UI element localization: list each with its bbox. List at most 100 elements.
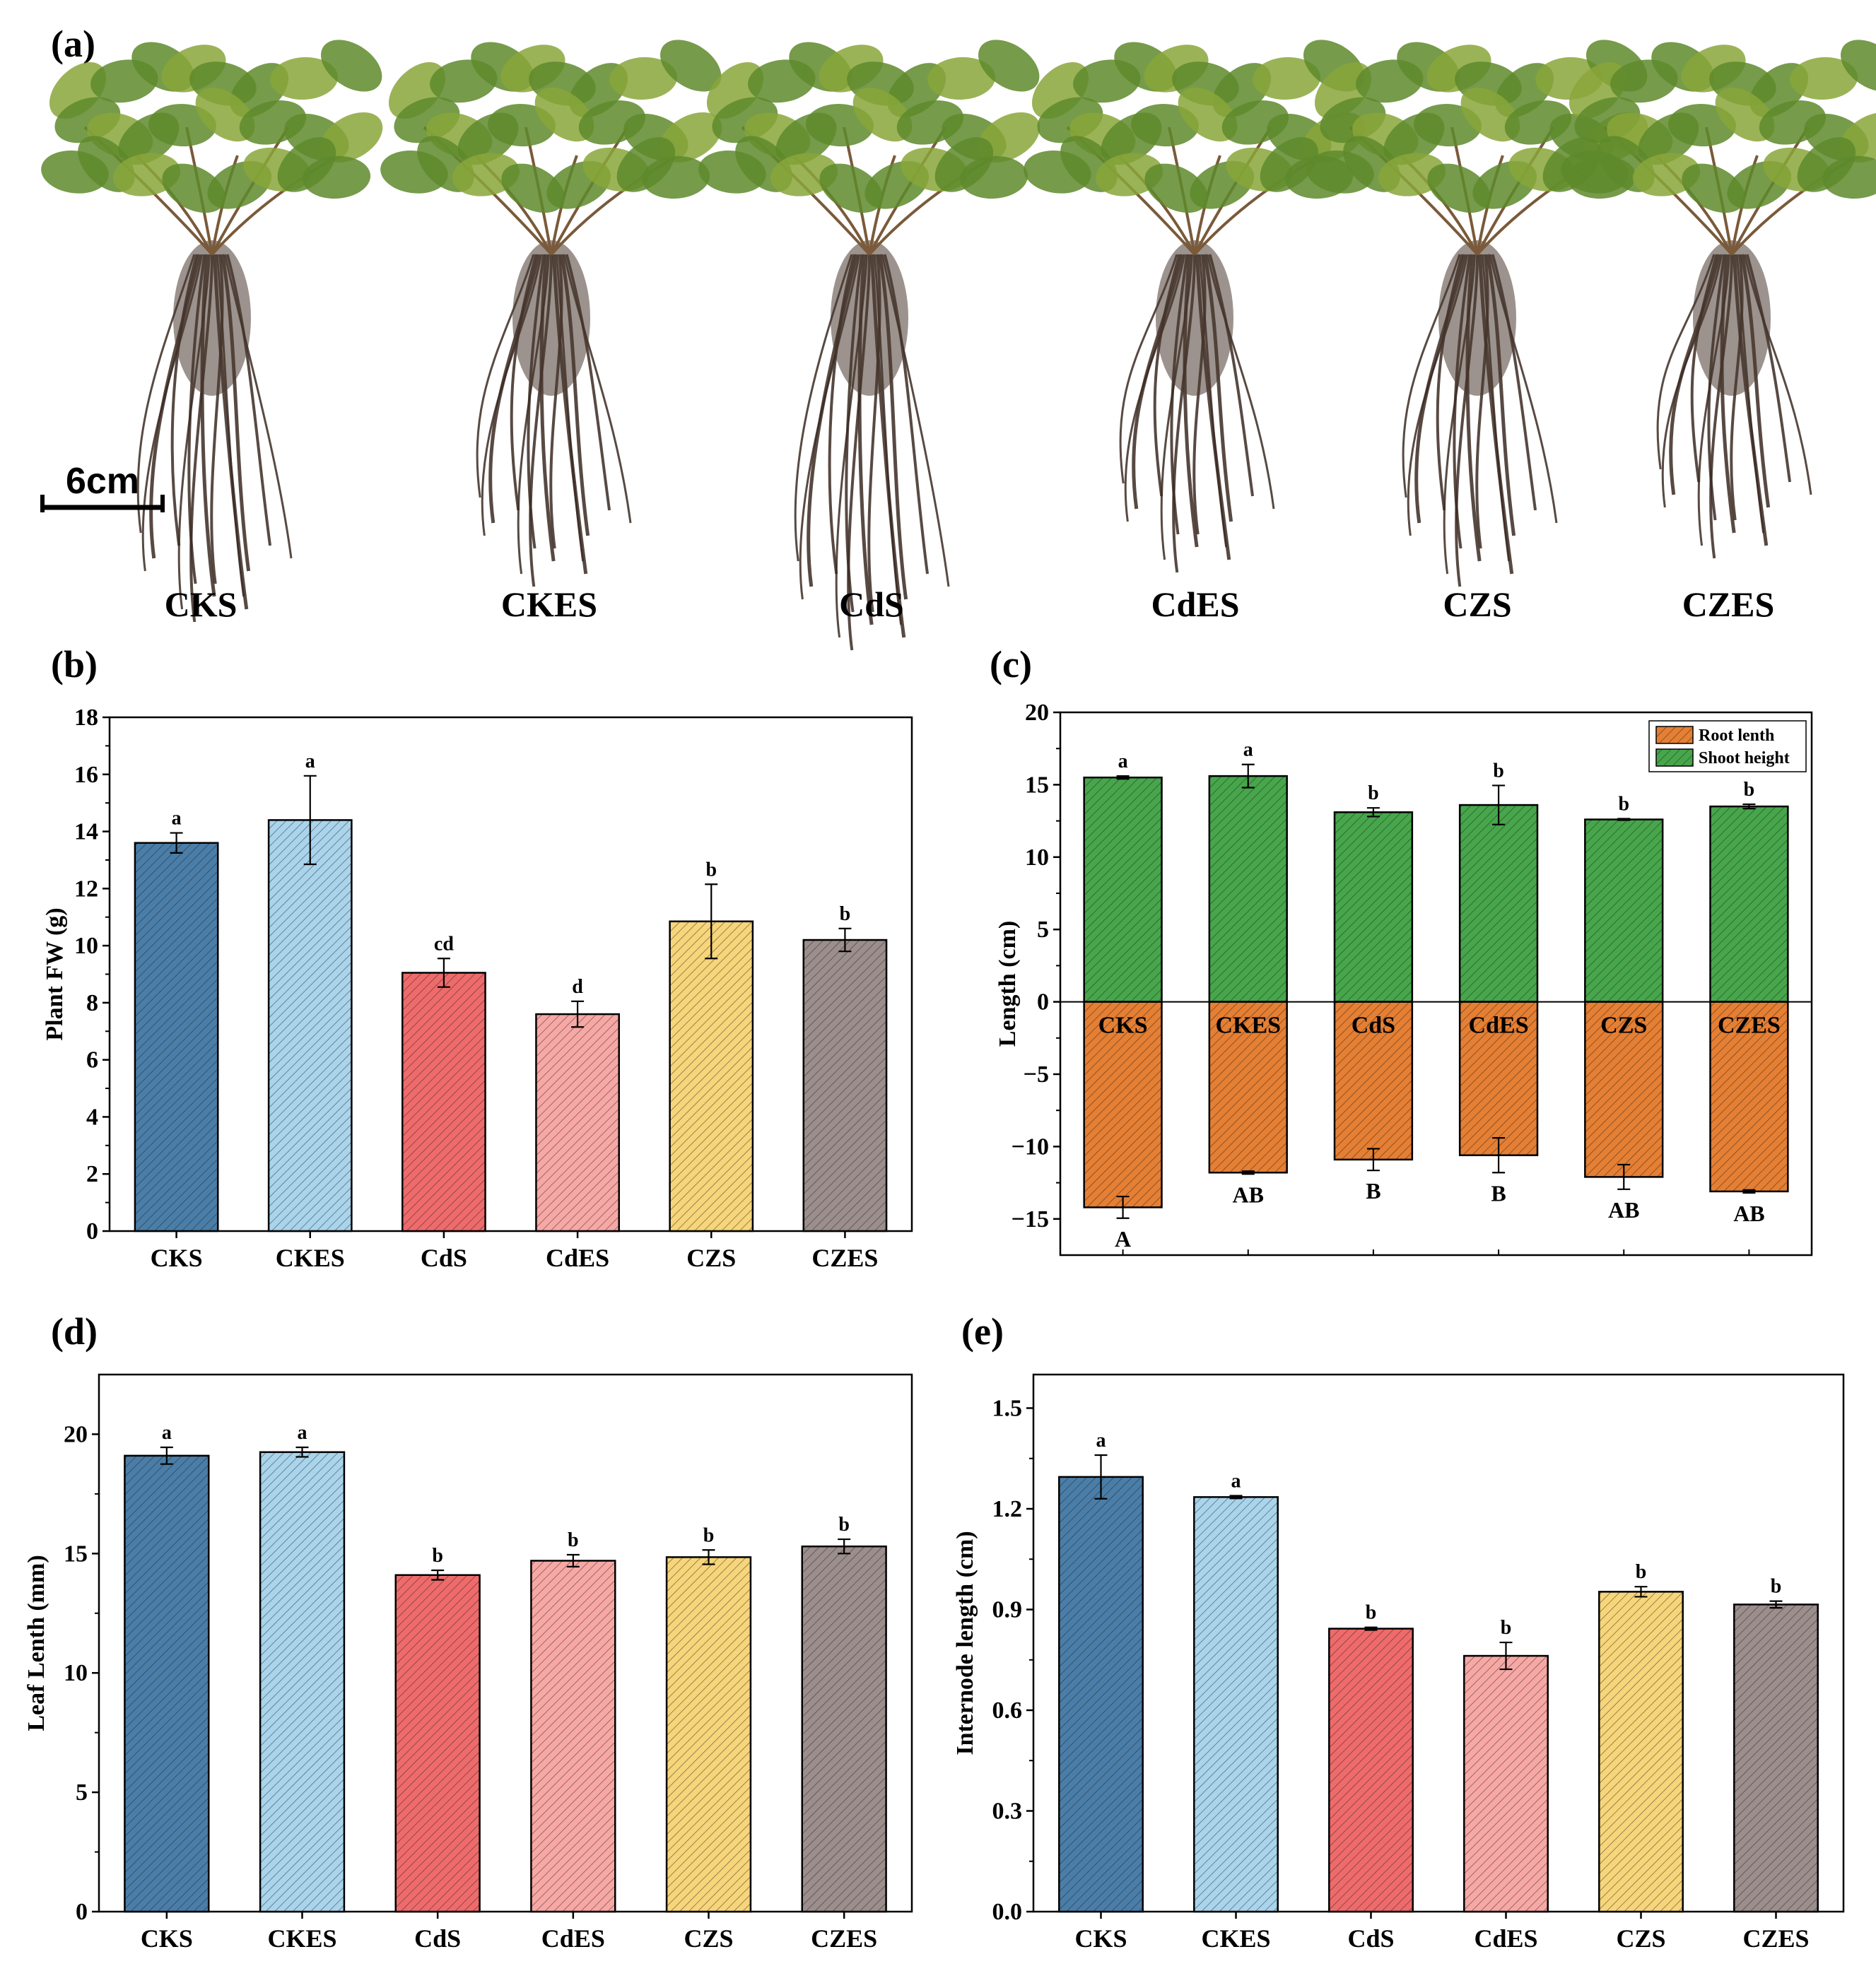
sig-letter-main-CdS: b [432,1545,443,1567]
bar-hatch-main-CdES [1463,1654,1549,1913]
photo-label-CKS: CKS [165,584,238,624]
photo-label-CZS: CZS [1443,584,1511,624]
bar-hatch-main-CdES [535,1013,620,1232]
plant-photo-CKES [380,40,722,587]
y-tick-label: −15 [1012,1206,1049,1232]
plant-leaf-cluster [659,112,722,163]
bar-hatch-main-CKES [259,1451,346,1913]
plant-leaf-cluster [319,112,383,163]
x-category-label-CdS: CdS [1352,1013,1395,1039]
y-tick-label: 1.2 [992,1496,1023,1522]
x-category-label-CKES: CKES [267,1924,336,1953]
x-category-label-CZS: CZS [686,1244,736,1272]
photo-category-labels: CKS CKES CdS CdES CZS CZES [165,584,1775,624]
scale-bar-label: 6cm [66,461,139,502]
x-category-label-CKES: CKES [1201,1924,1270,1953]
y-tick-label: 8 [86,990,98,1016]
y-tick-label: 6 [86,1047,98,1073]
sig-letter-root-CdES: B [1491,1180,1506,1206]
chart-e-internode-length: 0.0 0.3 0.6 0.9 1.2 1.5 Internode length (cm) a… [952,1373,1845,1953]
plant-photo-CKS [41,40,383,623]
sig-letter-main-CdS: b [1366,1602,1377,1624]
x-category-label-CdES: CdES [1469,1013,1529,1039]
chart-c-length: −15 −10 −5 0 5 10 15 20 Length (cm) a a b b b b A AB B B AB… [995,700,1813,1257]
bar-hatch-main-CKES [1193,1496,1279,1913]
plant-photo-CdS [698,40,1040,651]
plant-leaf-cluster [321,40,382,92]
plant-root-mass [1693,240,1771,396]
y-tick-label: 10 [1025,845,1049,871]
x-category-label-CKS: CKS [151,1244,203,1272]
x-category-label-CKS: CKS [1098,1013,1148,1039]
plant-leaf-cluster [642,155,710,199]
y-tick-label: 20 [64,1421,88,1447]
y-tick-label: 18 [74,705,98,731]
photo-label-CKES: CKES [501,584,597,624]
sig-letter-shoot-CKS: a [1118,751,1128,772]
x-category-label-CZS: CZS [684,1924,733,1953]
sig-letter-main-CdES: d [572,976,583,998]
sig-letter-shoot-CZS: b [1618,794,1629,816]
sig-letter-shoot-CKES: a [1243,739,1253,761]
sig-letter-main-CZS: b [1636,1561,1647,1583]
y-tick-label: 10 [64,1660,88,1686]
sig-letter-root-CdS: B [1366,1178,1380,1204]
legend-swatch-hatch [1656,749,1693,766]
sig-letter-root-CZS: AB [1608,1197,1639,1223]
bar-hatch-main-CKS [1058,1476,1144,1913]
y-tick-label: 16 [74,762,98,788]
sig-letter-main-CZS: b [705,859,717,881]
y-tick-label: 5 [1037,917,1049,943]
bar-hatch-shoot-CKES [1208,775,1288,1003]
y-tick-label: 10 [74,933,98,959]
y-tick-label: 12 [74,876,98,902]
x-category-label-CZS: CZS [1616,1924,1665,1953]
y-tick-label: 4 [86,1104,98,1130]
x-category-label-CdES: CdES [1474,1924,1537,1953]
y-tick-label: 15 [64,1541,88,1567]
plant-root-mass [173,240,251,396]
y-tick-label: 0.3 [992,1799,1023,1825]
bar-hatch-shoot-CKS [1083,776,1163,1003]
bar-hatch-main-CZS [665,1556,752,1913]
panel-label-e: (e) [961,1310,1004,1353]
plant-root-mass [512,240,590,396]
sig-letter-main-CKES: a [298,1422,307,1444]
bar-hatch-root-CZS [1584,1001,1664,1178]
sig-letter-root-CKES: AB [1233,1182,1264,1207]
sig-letter-main-CKS: a [172,808,182,830]
x-category-label-CKS: CKS [1074,1924,1127,1953]
plant-leaf-cluster [978,40,1040,92]
x-category-label-CZES: CZES [811,1924,877,1953]
plant-leaf-cluster [303,155,371,199]
bar-hatch-shoot-CZS [1584,818,1664,1003]
y-axis-label: Leaf Lenth (mm) [23,1555,49,1731]
plot-frame [108,716,913,1232]
plot-frame [1032,1373,1845,1913]
panel-label-b: (b) [51,643,98,686]
chart-d-leaf-length: 0 5 10 15 20 Leaf Lenth (mm) a a b b b b CKS CKES CdS C… [23,1373,913,1953]
y-tick-label: 2 [86,1161,98,1187]
panel-label-d: (d) [51,1310,98,1353]
x-category-label-CKES: CKES [276,1244,345,1272]
sig-letter-main-CdES: b [1501,1617,1512,1639]
x-category-label-CKES: CKES [1215,1013,1281,1039]
sig-letter-main-CKES: a [305,751,315,772]
sig-letter-main-CZES: b [838,1514,850,1536]
x-category-label-CZS: CZS [1600,1013,1647,1039]
panel-label-a: (a) [51,23,95,65]
y-tick-label: 0.0 [992,1899,1023,1925]
plant-leaf-cluster [1841,40,1876,92]
bar-hatch-root-CdS [1333,1001,1414,1161]
bar-hatch-main-CZES [801,1545,887,1913]
bar-hatch-main-CZS [669,920,754,1232]
plot-frame [1059,711,1813,1257]
plant-leaf-cluster [609,57,678,100]
plant-photo-CZES [1561,40,1876,559]
plant-leaf-cluster [960,155,1028,199]
plot-frame [98,1373,913,1913]
sig-letter-shoot-CdS: b [1368,782,1379,804]
sig-letter-main-CKS: a [162,1422,172,1444]
plant-photos [41,40,1876,651]
x-category-label-CKS: CKS [141,1924,193,1953]
